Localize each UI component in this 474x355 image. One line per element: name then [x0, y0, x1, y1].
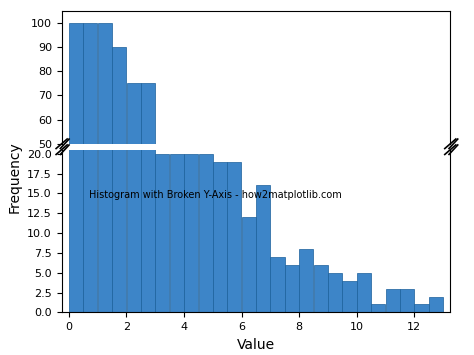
Bar	[414, 305, 428, 312]
Bar	[400, 289, 414, 312]
Bar	[256, 226, 270, 265]
Text: Frequency: Frequency	[7, 142, 21, 213]
Bar	[357, 273, 371, 312]
Bar	[314, 265, 328, 312]
Bar	[83, 0, 98, 312]
Text: Histogram with Broken Y-Axis - how2matplotlib.com: Histogram with Broken Y-Axis - how2matpl…	[89, 190, 342, 200]
Bar	[69, 23, 83, 265]
Bar	[314, 250, 328, 265]
Bar	[299, 245, 313, 265]
Bar	[184, 154, 198, 312]
Bar	[155, 154, 169, 312]
Bar	[112, 0, 126, 312]
Bar	[343, 281, 356, 312]
Bar	[386, 289, 400, 312]
Bar	[242, 217, 256, 312]
Bar	[371, 262, 385, 265]
Bar	[328, 253, 342, 265]
Bar	[328, 273, 342, 312]
Bar	[98, 23, 112, 265]
Bar	[112, 47, 126, 265]
Bar	[242, 236, 256, 265]
Bar	[213, 162, 227, 312]
Bar	[299, 249, 313, 312]
Bar	[228, 219, 241, 265]
Bar	[429, 296, 443, 312]
Bar	[371, 305, 385, 312]
Bar	[285, 265, 299, 312]
Bar	[400, 257, 414, 265]
Bar	[343, 255, 356, 265]
Bar	[69, 0, 83, 312]
Bar	[271, 248, 284, 265]
Bar	[127, 83, 141, 265]
Bar	[213, 219, 227, 265]
Bar	[141, 0, 155, 312]
Bar	[199, 217, 213, 265]
Bar	[429, 260, 443, 265]
X-axis label: Value: Value	[237, 338, 275, 352]
Bar	[271, 257, 284, 312]
Bar	[141, 83, 155, 265]
Bar	[256, 185, 270, 312]
Bar	[357, 253, 371, 265]
Bar	[170, 154, 184, 312]
Bar	[155, 217, 169, 265]
Bar	[228, 162, 241, 312]
Bar	[285, 250, 299, 265]
Bar	[98, 0, 112, 312]
Bar	[127, 0, 141, 312]
Bar	[414, 262, 428, 265]
Bar	[184, 217, 198, 265]
Bar	[83, 23, 98, 265]
Bar	[199, 154, 213, 312]
Bar	[170, 217, 184, 265]
Bar	[386, 257, 400, 265]
